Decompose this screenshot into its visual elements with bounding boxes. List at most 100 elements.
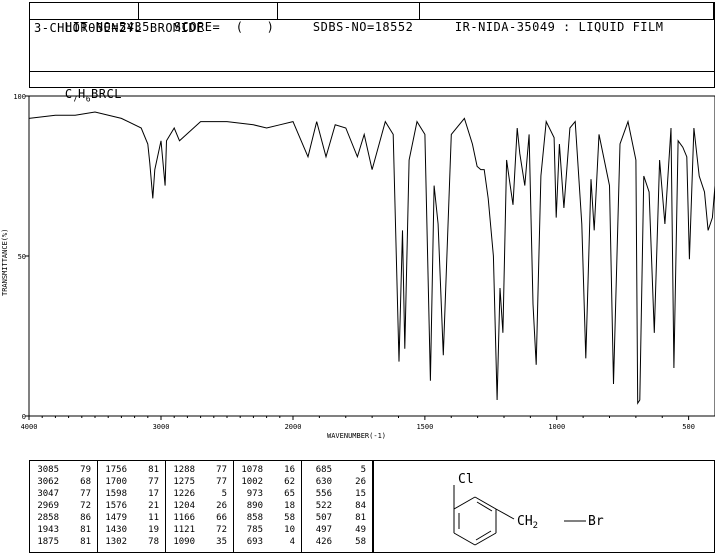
- peak-wavenumber: 1226: [173, 489, 195, 499]
- sdbs-no-label: SDBS-NO=18552: [312, 20, 414, 34]
- peak-wavenumber: 1002: [241, 477, 263, 487]
- peak-table-column: 1756 81 1700 77 1598 17 1576 21 1479 11 1430 19 1302…: [98, 461, 166, 552]
- peak-transmittance: 66: [216, 513, 227, 523]
- peak-transmittance: 81: [148, 465, 159, 475]
- peak-transmittance: 77: [148, 477, 159, 487]
- peak-transmittance: 68: [80, 477, 91, 487]
- peak-transmittance: 17: [148, 489, 159, 499]
- peak-wavenumber: 1875: [37, 537, 59, 547]
- peak-transmittance: 58: [284, 513, 295, 523]
- peak-transmittance: 81: [355, 513, 366, 523]
- peak-transmittance: 77: [216, 465, 227, 475]
- peak-wavenumber: 1430: [105, 525, 127, 535]
- peak-wavenumber: 693: [246, 537, 263, 547]
- peak-transmittance: 11: [148, 513, 159, 523]
- y-tick-label: 100: [13, 93, 26, 101]
- peak-transmittance: 5: [221, 489, 227, 499]
- ir-nida-cell: IR-NIDA-35049 : LIQUID FILM: [420, 3, 714, 34]
- peak-transmittance: 79: [80, 465, 91, 475]
- peak-wavenumber: 858: [246, 513, 263, 523]
- peak-transmittance: 84: [355, 501, 366, 511]
- peak-transmittance: 26: [355, 477, 366, 487]
- peak-wavenumber: 3062: [37, 477, 59, 487]
- hit-no-label: HIT-NO=5435: [64, 20, 150, 34]
- peak-wavenumber: 1090: [173, 537, 195, 547]
- peak-transmittance: 4: [289, 537, 295, 547]
- peak-wavenumber: 630: [315, 477, 332, 487]
- ch2-label: CH2: [517, 514, 538, 531]
- peak-wavenumber: 1121: [173, 525, 195, 535]
- x-axis: 4000 3000 2000 1500 1000 500: [21, 416, 695, 431]
- peak-transmittance: 65: [284, 489, 295, 499]
- peak-wavenumber: 1479: [105, 513, 127, 523]
- peak-wavenumber: 507: [315, 513, 332, 523]
- peak-transmittance: 15: [355, 489, 366, 499]
- peak-wavenumber: 556: [315, 489, 332, 499]
- spectrum-line: [28, 111, 715, 405]
- peak-wavenumber: 685: [315, 465, 332, 475]
- peak-wavenumber: 497: [315, 525, 332, 535]
- ir-nida-label: IR-NIDA-35049 : LIQUID FILM: [454, 20, 664, 34]
- peak-transmittance: 21: [148, 501, 159, 511]
- x-tick-label: 500: [682, 423, 695, 431]
- peak-transmittance: 86: [80, 513, 91, 523]
- peak-wavenumber: 1700: [105, 477, 127, 487]
- peak-transmittance: 26: [216, 501, 227, 511]
- hit-no-cell: HIT-NO=5435: [30, 3, 149, 34]
- peak-wavenumber: 3085: [37, 465, 59, 475]
- x-tick-label: 1000: [548, 423, 565, 431]
- peak-wavenumber: 3047: [37, 489, 59, 499]
- peak-table: 3085 79 3062 68 3047 77 2969 72 2858 86 1943 81 1875…: [29, 460, 373, 553]
- header-box: HIT-NO=5435 SCORE= ( ) SDBS-NO=18552 IR-…: [29, 2, 715, 103]
- x-tick-label: 2000: [285, 423, 302, 431]
- x-tick-label: 4000: [21, 423, 38, 431]
- x-tick-label: 3000: [153, 423, 170, 431]
- peak-transmittance: 77: [216, 477, 227, 487]
- peak-wavenumber: 1288: [173, 465, 195, 475]
- peak-table-column: 3085 79 3062 68 3047 77 2969 72 2858 86 1943 81 1875…: [30, 461, 98, 552]
- formula-divider: [30, 71, 714, 72]
- peak-wavenumber: 426: [315, 537, 332, 547]
- peak-wavenumber: 1166: [173, 513, 195, 523]
- peak-wavenumber: 1756: [105, 465, 127, 475]
- score-cell: SCORE= ( ): [139, 3, 278, 34]
- peak-transmittance: 10: [284, 525, 295, 535]
- plot-frame: [28, 95, 715, 417]
- peak-wavenumber: 2858: [37, 513, 59, 523]
- peak-table-column: 1078 16 1002 62 973 65 890 18 858 58 785 10 693 4: [234, 461, 302, 552]
- x-axis-label: WAVENUMBER(-1): [327, 432, 386, 440]
- peak-wavenumber: 1943: [37, 525, 59, 535]
- peak-transmittance: 18: [284, 501, 295, 511]
- cl-label: Cl: [458, 472, 474, 487]
- structure-box: Cl CH2 Br: [373, 460, 715, 553]
- peak-wavenumber: 1598: [105, 489, 127, 499]
- peak-wavenumber: 1302: [105, 537, 127, 547]
- y-axis: 100 50 0: [13, 93, 29, 421]
- peak-transmittance: 72: [216, 525, 227, 535]
- peak-transmittance: 16: [284, 465, 295, 475]
- y-tick-label: 0: [22, 413, 26, 421]
- header-divider: [30, 19, 714, 20]
- peak-transmittance: 81: [80, 525, 91, 535]
- sdbs-no-cell: SDBS-NO=18552: [278, 3, 420, 34]
- x-tick-label: 1500: [416, 423, 433, 431]
- peak-wavenumber: 2969: [37, 501, 59, 511]
- peak-transmittance: 78: [148, 537, 159, 547]
- peak-wavenumber: 1078: [241, 465, 263, 475]
- peak-wavenumber: 1204: [173, 501, 195, 511]
- peak-transmittance: 5: [360, 465, 366, 475]
- peak-transmittance: 19: [148, 525, 159, 535]
- molecular-formula: C7H6BRCL: [64, 87, 122, 104]
- peak-wavenumber: 1275: [173, 477, 195, 487]
- peak-transmittance: 81: [80, 537, 91, 547]
- compound-name: 3-CHLOROBENZYL BROMIDE: [34, 21, 204, 35]
- peak-transmittance: 77: [80, 489, 91, 499]
- molecule-structure: Cl CH2 Br: [453, 472, 604, 546]
- peak-wavenumber: 522: [315, 501, 332, 511]
- peak-transmittance: 35: [216, 537, 227, 547]
- peak-wavenumber: 890: [246, 501, 263, 511]
- peak-wavenumber: 1576: [105, 501, 127, 511]
- peak-transmittance: 72: [80, 501, 91, 511]
- peak-table-column: 1288 77 1275 77 1226 5 1204 26 1166 66 1121 72 1090 3…: [166, 461, 234, 552]
